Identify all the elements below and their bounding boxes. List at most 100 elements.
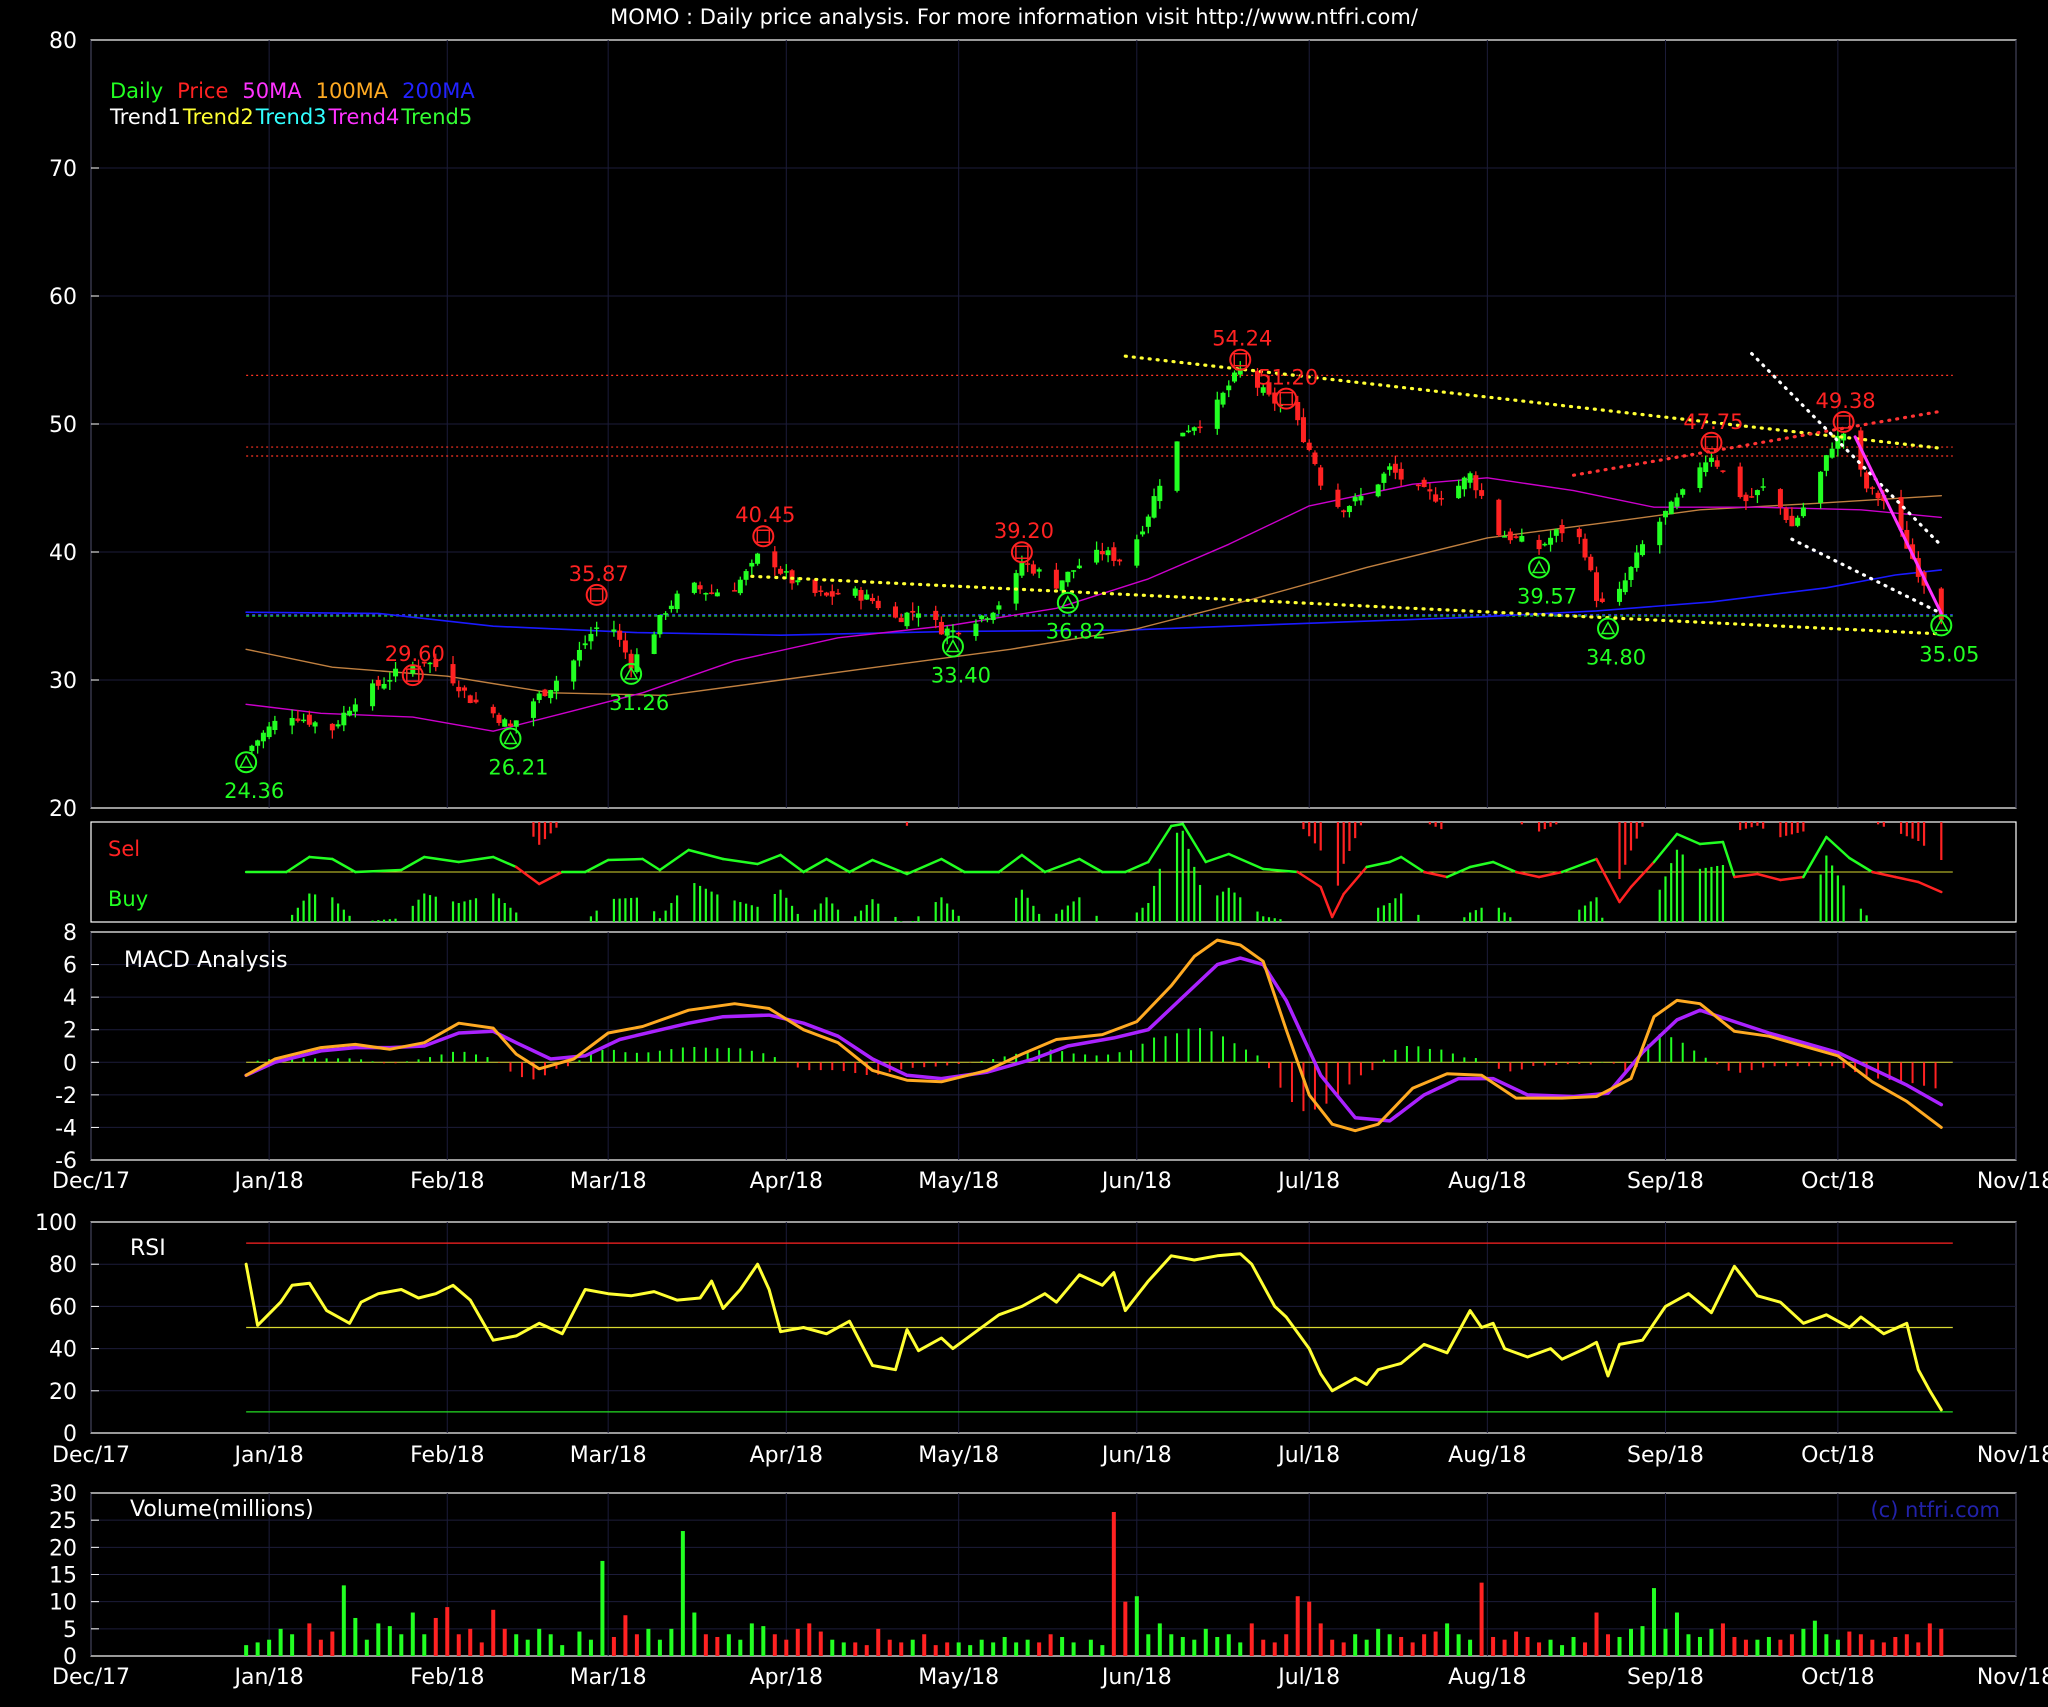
sellbuy-line-segment bbox=[905, 857, 943, 876]
volume-bar bbox=[1514, 1631, 1519, 1656]
candle-body bbox=[1496, 499, 1502, 536]
candle-body bbox=[1059, 580, 1065, 591]
volume-bar bbox=[1583, 1642, 1588, 1656]
x-tick-label: Apr/18 bbox=[750, 1665, 823, 1690]
candle-body bbox=[1071, 570, 1077, 572]
volume-bar bbox=[1525, 1636, 1530, 1656]
candle-body bbox=[1433, 494, 1439, 502]
candle-body bbox=[1841, 433, 1847, 441]
candle-body bbox=[657, 614, 663, 635]
candle-body bbox=[933, 610, 939, 620]
x-tick-label: May/18 bbox=[918, 1169, 999, 1194]
candle-body bbox=[1599, 598, 1605, 602]
candle-body bbox=[1628, 566, 1634, 580]
sellbuy-line-segment bbox=[756, 853, 782, 866]
candle-body bbox=[892, 606, 898, 618]
volume-bar bbox=[1479, 1582, 1484, 1656]
volume-bar bbox=[1801, 1628, 1806, 1656]
macd-title: MACD Analysis bbox=[124, 948, 288, 973]
candle-body bbox=[1720, 470, 1726, 472]
volume-bar bbox=[830, 1639, 835, 1656]
volume-bar bbox=[853, 1642, 858, 1656]
volume-bar bbox=[1881, 1642, 1886, 1656]
candle-body bbox=[1507, 531, 1513, 541]
candle-body bbox=[473, 699, 479, 703]
low-price-label: 39.57 bbox=[1517, 585, 1577, 609]
volume-bar bbox=[318, 1639, 323, 1656]
candle-body bbox=[956, 632, 962, 635]
volume-bar bbox=[1169, 1634, 1174, 1656]
candle-body bbox=[542, 689, 548, 697]
low-marker-triangle bbox=[945, 638, 961, 653]
candle-body bbox=[301, 719, 307, 722]
sellbuy-line-segment bbox=[1848, 856, 1874, 874]
candle-body bbox=[1272, 392, 1278, 404]
candle-body bbox=[1421, 479, 1427, 487]
volume-bar bbox=[726, 1634, 731, 1656]
candle-body bbox=[1151, 496, 1157, 518]
sellbuy-line-segment bbox=[997, 853, 1024, 874]
sellbuy-line-segment bbox=[1721, 840, 1736, 879]
sellbuy-line-segment bbox=[1020, 853, 1047, 874]
candle-body bbox=[1864, 472, 1870, 489]
trend-line bbox=[1571, 409, 1943, 477]
volume-bar bbox=[255, 1642, 260, 1656]
sellbuy-line-segment bbox=[1204, 852, 1231, 864]
y-tick-label: 5 bbox=[63, 1618, 77, 1643]
candle-body bbox=[375, 679, 381, 686]
volume-bar bbox=[290, 1634, 295, 1656]
sellbuy-line-segment bbox=[285, 855, 311, 874]
sellbuy-line-segment bbox=[606, 857, 644, 862]
volume-bar bbox=[1629, 1628, 1633, 1656]
x-tick-label: Jun/18 bbox=[1100, 1443, 1172, 1468]
volume-bar bbox=[341, 1585, 346, 1656]
candle-body bbox=[341, 712, 347, 726]
candle-body bbox=[1548, 537, 1554, 545]
high-marker bbox=[401, 664, 424, 687]
volume-bar bbox=[623, 1615, 628, 1656]
candle-body bbox=[1099, 550, 1105, 555]
volume-bar bbox=[600, 1560, 605, 1656]
volume-bar bbox=[807, 1623, 812, 1656]
volume-bar bbox=[634, 1634, 639, 1656]
candle-body bbox=[818, 590, 824, 592]
y-tick-label: 20 bbox=[49, 797, 77, 822]
candle-body bbox=[910, 610, 916, 613]
candle-body bbox=[1898, 497, 1904, 531]
candle-body bbox=[1358, 496, 1364, 501]
high-marker bbox=[752, 525, 775, 548]
high-marker bbox=[1700, 431, 1723, 454]
volume-bar bbox=[376, 1623, 381, 1656]
candle-body bbox=[996, 605, 1002, 610]
candle-body bbox=[1053, 569, 1059, 589]
volume-bar bbox=[1812, 1620, 1817, 1656]
candle-body bbox=[1588, 556, 1594, 571]
candle-body bbox=[1795, 517, 1801, 526]
sellbuy-line-segment bbox=[1537, 870, 1564, 879]
y-tick-label: 60 bbox=[49, 285, 77, 310]
low-marker bbox=[1930, 614, 1953, 637]
volume-bar bbox=[1353, 1634, 1358, 1656]
volume-bar bbox=[433, 1617, 438, 1656]
candle-body bbox=[1502, 536, 1508, 538]
volume-bar bbox=[1870, 1639, 1875, 1656]
candle-body bbox=[915, 613, 921, 618]
candle-body bbox=[944, 628, 950, 636]
sellbuy-line-segment bbox=[457, 855, 495, 864]
volume-bar bbox=[1502, 1639, 1507, 1656]
high-marker-box bbox=[1704, 436, 1719, 450]
candle-body bbox=[755, 553, 761, 564]
sellbuy-line-segment bbox=[354, 868, 403, 874]
volume-bar bbox=[1123, 1601, 1128, 1656]
volume-bar bbox=[1491, 1636, 1496, 1656]
volume-bar bbox=[422, 1634, 427, 1656]
volume-bar bbox=[502, 1628, 507, 1656]
candle-body bbox=[582, 643, 588, 646]
sellbuy-line-segment bbox=[1124, 860, 1150, 874]
candle-body bbox=[1398, 468, 1404, 480]
volume-bar bbox=[1548, 1639, 1553, 1656]
high-marker-box bbox=[756, 529, 771, 543]
high-price-label: 40.45 bbox=[735, 503, 795, 527]
volume-bar bbox=[692, 1612, 697, 1656]
volume-bar bbox=[1048, 1634, 1053, 1656]
